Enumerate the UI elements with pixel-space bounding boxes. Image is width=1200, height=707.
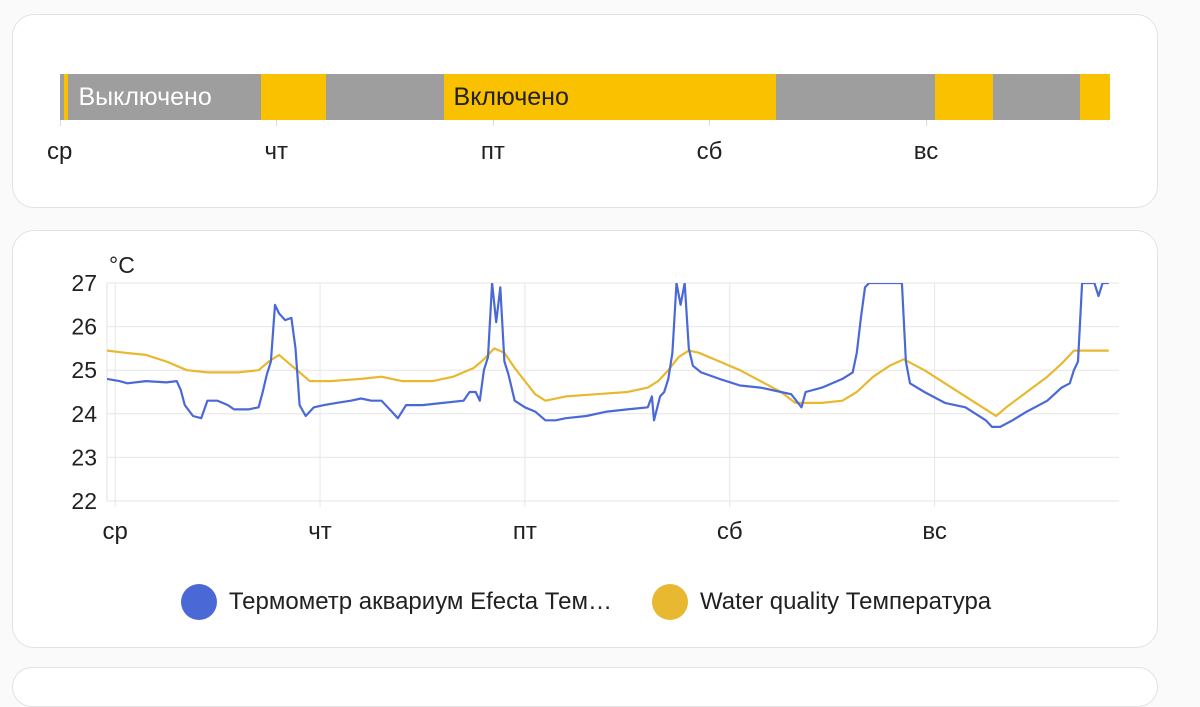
y-tick-label: 22 [71, 488, 97, 514]
timeline-segment-on[interactable] [443, 74, 777, 120]
timeline-card: Выключено Включено ср чт пт сб вс [12, 14, 1158, 208]
timeline-tick [709, 120, 711, 126]
x-tick-label: сб [717, 518, 743, 545]
series-line-water-quality[interactable] [107, 347, 1109, 418]
y-tick-label: 27 [71, 270, 97, 296]
legend-label: Термометр аквариум Efecta Тем… [228, 588, 612, 615]
x-tick-label: вс [922, 518, 946, 545]
x-tick-label: чт [308, 518, 332, 545]
timeline-segment-off[interactable] [992, 74, 1081, 120]
y-tick-label: 25 [71, 357, 97, 383]
timeline-tick [276, 120, 278, 126]
legend-item-water-quality[interactable]: Water quality Температура [651, 584, 992, 620]
legend-label: Water quality Температура [699, 588, 992, 615]
timeline-segment-on[interactable] [1080, 74, 1111, 120]
timeline-day-label: вс [913, 138, 939, 165]
y-tick-label: 26 [71, 314, 97, 340]
timeline-tick [926, 120, 928, 126]
timeline-tick [59, 120, 61, 126]
timeline-day-label: ср [46, 138, 73, 165]
timeline-day-label: чт [264, 138, 289, 165]
legend-color-dot [180, 584, 217, 620]
y-axis-unit-label: °C [109, 252, 135, 278]
timeline-state-label: Выключено [78, 83, 212, 111]
timeline-segment-off[interactable] [68, 74, 262, 120]
legend-color-dot [651, 584, 688, 620]
x-tick-label: пт [513, 518, 537, 545]
timeline-tick [492, 120, 494, 126]
timeline-segment-off[interactable] [325, 74, 444, 120]
timeline-segment-off[interactable] [59, 74, 65, 120]
chart-legend: Термометр аквариум Efecta Тем… Water qua… [13, 584, 1159, 620]
legend-item-aquarium-thermometer[interactable]: Термометр аквариум Efecta Тем… [180, 584, 612, 620]
timeline-segment-off[interactable] [776, 74, 935, 120]
timeline-day-label: сб [696, 138, 723, 165]
series-line-aquarium-thermometer[interactable] [107, 283, 1109, 428]
timeline-segment-on[interactable] [64, 74, 69, 120]
next-card [12, 667, 1158, 707]
temperature-line-chart[interactable]: 22 23 24 25 26 27 ср чт пт сб вс °C [13, 231, 1159, 581]
timeline-segment-on[interactable] [261, 74, 326, 120]
y-tick-label: 23 [71, 444, 97, 470]
state-timeline-bar[interactable]: Выключено Включено [51, 74, 1121, 120]
temperature-chart-card: 22 23 24 25 26 27 ср чт пт сб вс °C Термометр аквар… [12, 230, 1158, 648]
timeline-day-label: пт [480, 138, 505, 165]
x-tick-label: ср [103, 518, 128, 545]
y-tick-label: 24 [71, 401, 97, 427]
timeline-state-label: Включено [453, 83, 569, 111]
timeline-segment-on[interactable] [934, 74, 993, 120]
